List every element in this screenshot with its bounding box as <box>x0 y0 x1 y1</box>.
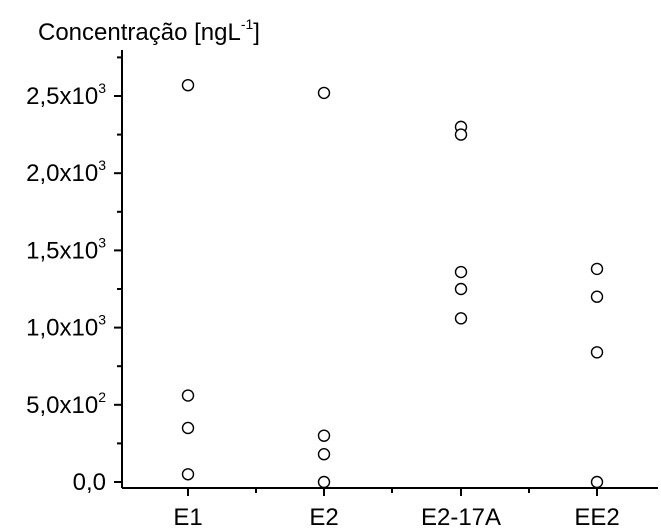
x-category-label: E1 <box>173 504 202 531</box>
y-tick-label: 1,5x103 <box>26 234 106 264</box>
y-tick-label: 0,0 <box>73 469 106 496</box>
data-point <box>317 475 331 489</box>
x-category-label: EE2 <box>574 504 619 531</box>
data-point <box>454 282 468 296</box>
y-axis-label-end: ] <box>253 19 260 46</box>
data-point <box>181 78 195 92</box>
y-tick-label: 5,0x102 <box>26 389 106 419</box>
y-axis-label: Concentração [ngL-1] <box>38 16 260 46</box>
data-points <box>181 78 604 489</box>
y-tick-label: 1,0x103 <box>26 312 106 342</box>
data-point <box>590 262 604 276</box>
data-point <box>317 448 331 461</box>
data-point <box>454 265 468 279</box>
data-point <box>590 290 604 303</box>
y-axis-label-sup: -1 <box>241 16 254 32</box>
data-point <box>317 86 331 100</box>
data-point <box>454 128 468 141</box>
y-axis-label-main: Concentração [ngL <box>38 19 241 46</box>
y-tick-label: 2,5x103 <box>26 80 106 110</box>
x-category-label: E2-17A <box>421 504 501 531</box>
data-point <box>590 475 604 489</box>
data-point <box>590 346 604 359</box>
data-point <box>317 429 331 442</box>
y-tick-label: 2,0x103 <box>26 157 106 187</box>
data-point <box>454 312 468 325</box>
x-category-label: E2 <box>309 504 338 531</box>
data-point <box>181 421 195 435</box>
data-point <box>181 389 195 402</box>
data-point <box>181 468 195 481</box>
y-axis: 0,0 5,0x102 1,0x103 1,5x103 2,0x103 2,5x103 <box>26 50 123 496</box>
x-axis: E1 E2 E2-17A EE2 <box>122 487 658 531</box>
